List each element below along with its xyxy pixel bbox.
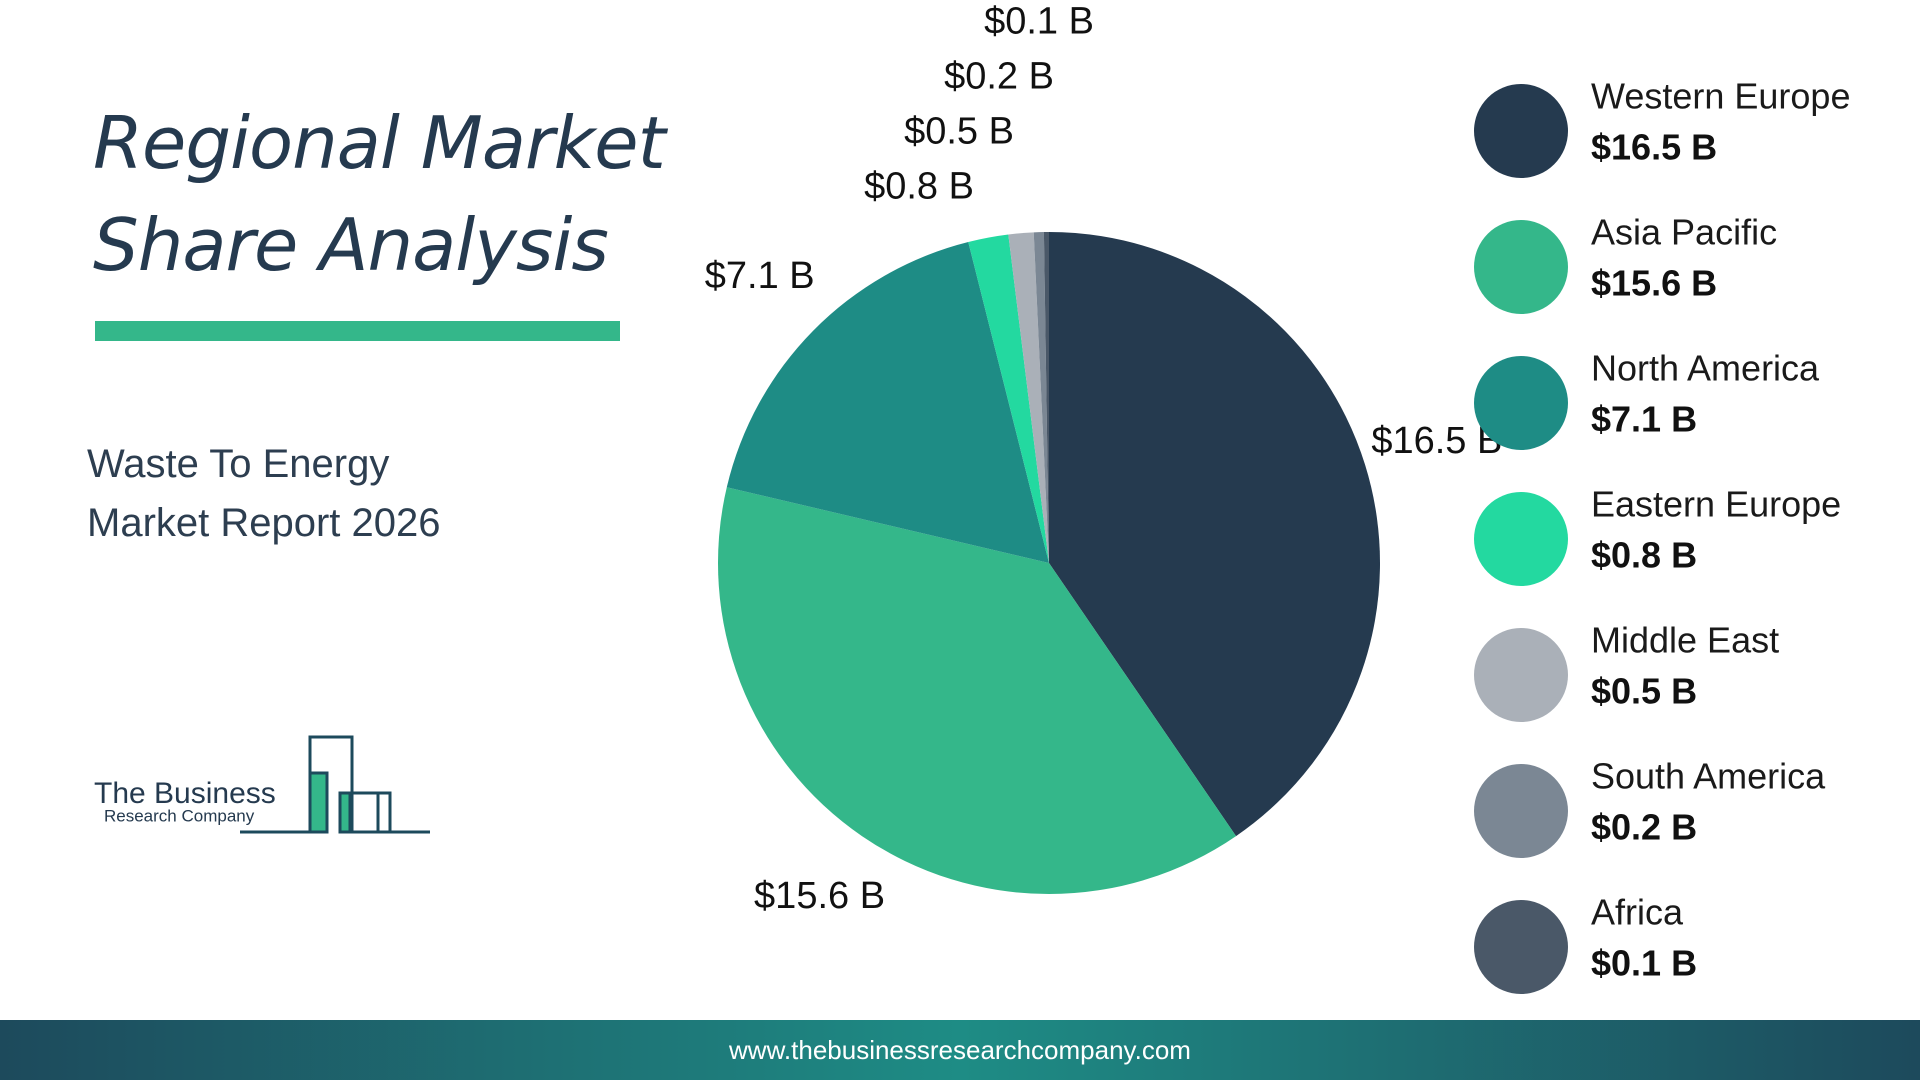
legend-label: Middle East: [1591, 620, 1779, 661]
title-underline: [95, 321, 620, 341]
chart-subtitle: Waste To Energy Market Report 2026: [87, 442, 441, 545]
legend-value: $0.8 B: [1591, 535, 1697, 576]
logo-bar: [308, 771, 329, 834]
legend-label: Asia Pacific: [1591, 212, 1777, 253]
logo-text: Research Company: [104, 806, 255, 825]
data-label: $0.8 B: [864, 166, 974, 208]
legend-value: $0.2 B: [1591, 807, 1697, 848]
legend-label: Africa: [1591, 892, 1684, 933]
legend-icon: [1474, 764, 1568, 858]
pie-slice: [726, 241, 1049, 564]
pie-slice: [1033, 232, 1049, 563]
legend-value: $0.1 B: [1591, 943, 1697, 984]
chart: The Business Research Company $16.5 B $15…: [94, 1, 1850, 994]
data-label: $16.5 B: [1371, 420, 1502, 462]
legend-value: $0.5 B: [1591, 671, 1697, 712]
footer-url: www.thebusinessresearchcompany.com: [729, 1035, 1191, 1065]
legend-label: North America: [1591, 348, 1820, 389]
logo: [240, 735, 430, 834]
pie-slice: [1049, 232, 1380, 837]
chart-title: Regional Market Share Analysis: [93, 101, 666, 287]
legend-value: $7.1 B: [1591, 399, 1697, 440]
footer-bar: [0, 1020, 1920, 1080]
logo-lines: [340, 791, 430, 834]
pie-slice: [718, 487, 1237, 894]
legend-label: Eastern Europe: [1591, 484, 1841, 525]
legend-icon: [1474, 220, 1568, 314]
data-label: $0.2 B: [944, 56, 1054, 98]
legend-icon: [1474, 84, 1568, 178]
pie-slice: [1008, 232, 1049, 563]
pie-slice: [968, 234, 1049, 564]
legend-label: South America: [1591, 756, 1826, 797]
legend-value: $16.5 B: [1591, 127, 1717, 168]
logo-text: The Business: [94, 777, 276, 810]
data-label: $0.5 B: [904, 111, 1014, 153]
data-label: $15.6 B: [754, 875, 885, 917]
legend-value: $15.6 B: [1591, 263, 1717, 304]
data-label: $7.1 B: [705, 255, 815, 297]
legend-label: Western Europe: [1591, 76, 1850, 117]
legend-icon: [1474, 492, 1568, 586]
logo-bar: [338, 791, 352, 834]
data-label: $0.1 B: [984, 1, 1094, 43]
legend-icon: [1474, 628, 1568, 722]
legend-icon: [1474, 900, 1568, 994]
pie-slice: [1043, 232, 1049, 563]
legend-icon: [1474, 356, 1568, 450]
